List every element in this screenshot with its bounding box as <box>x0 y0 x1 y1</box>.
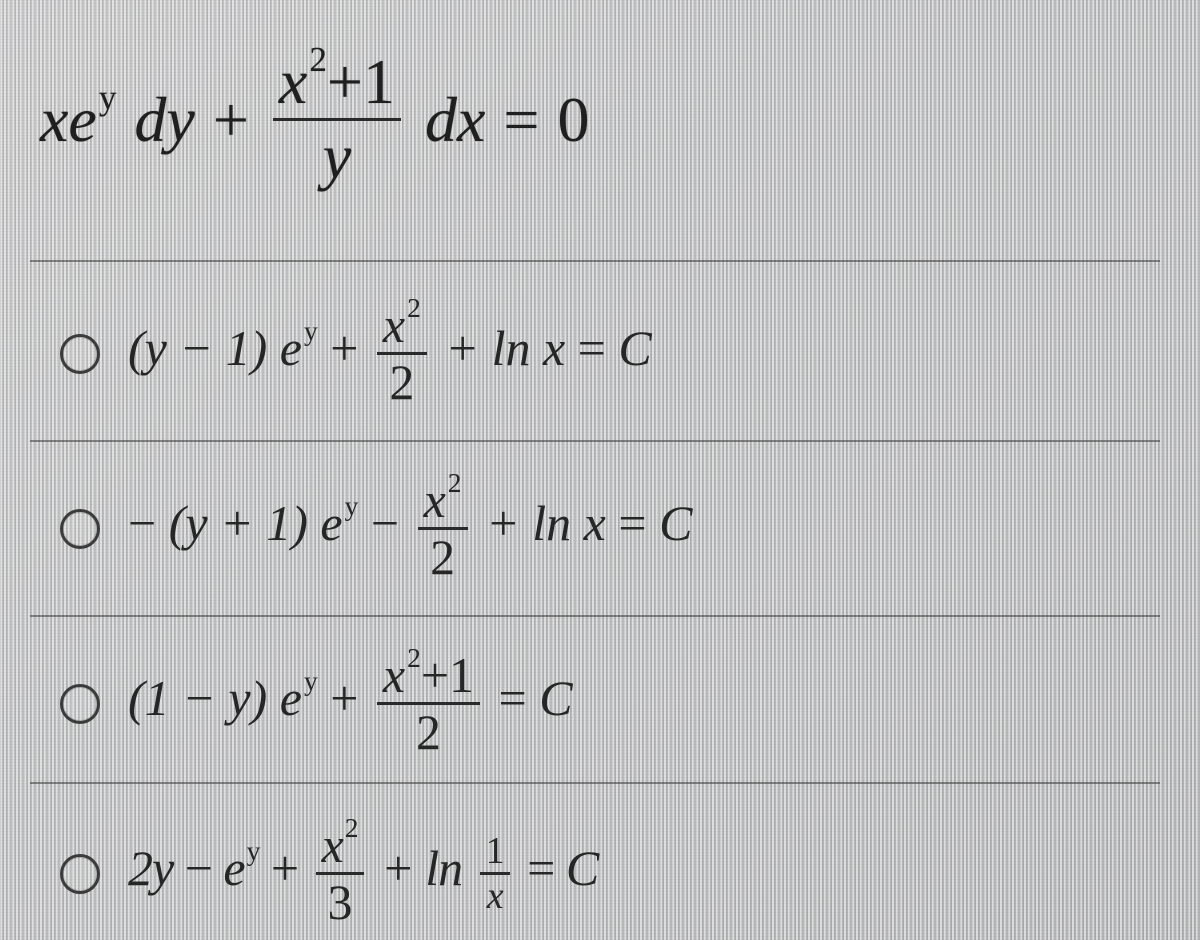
radio-a[interactable] <box>60 334 100 374</box>
q-dx: dx <box>425 83 485 157</box>
q-dy: dy <box>134 83 194 157</box>
option-b[interactable]: − (y + 1) ey − x2 2 + ln x = C <box>60 475 692 582</box>
option-d-expr: 2y − ey + x2 3 + ln 1 x = C <box>128 820 598 927</box>
option-b-expr: − (y + 1) ey − x2 2 + ln x = C <box>128 475 692 582</box>
option-c[interactable]: (1 − y) ey + x2+1 2 = C <box>60 650 573 757</box>
q-plus: + <box>213 83 249 157</box>
radio-c[interactable] <box>60 684 100 724</box>
option-d[interactable]: 2y − ey + x2 3 + ln 1 x = C <box>60 820 598 927</box>
q-fraction: x2+1 y <box>273 50 401 189</box>
separator-2 <box>30 440 1160 442</box>
radio-d[interactable] <box>60 854 100 894</box>
option-a-expr: (y − 1) ey + x2 2 + ln x = C <box>128 300 652 407</box>
q-zero: 0 <box>558 83 590 157</box>
separator-1 <box>30 260 1160 262</box>
q-eq: = <box>503 83 539 157</box>
separator-4 <box>30 782 1160 784</box>
question-equation: xey dy + x2+1 y dx = 0 <box>40 50 590 189</box>
option-c-expr: (1 − y) ey + x2+1 2 = C <box>128 650 573 757</box>
q-term1: xey <box>40 83 116 157</box>
radio-b[interactable] <box>60 509 100 549</box>
separator-3 <box>30 615 1160 617</box>
option-a[interactable]: (y − 1) ey + x2 2 + ln x = C <box>60 300 652 407</box>
